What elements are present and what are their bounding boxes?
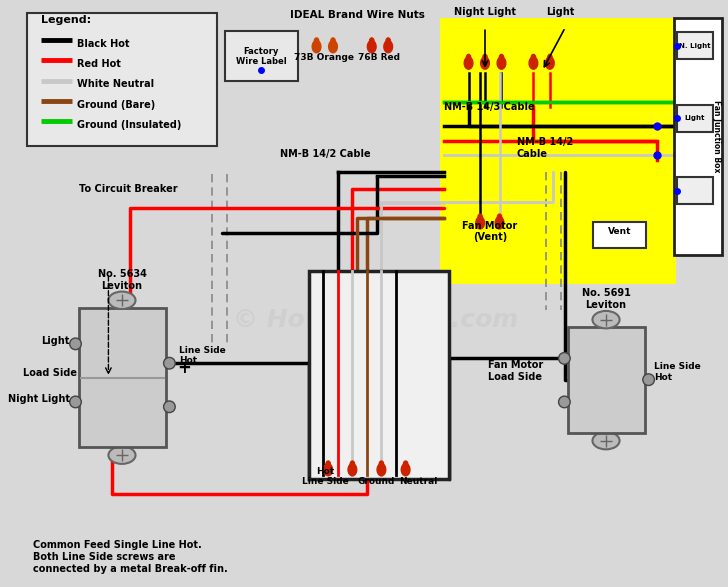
Text: White Neutral: White Neutral: [77, 79, 154, 89]
Text: Fan Motor
Load Side: Fan Motor Load Side: [488, 360, 543, 382]
Ellipse shape: [547, 55, 552, 60]
Text: © HowToHowTo.com: © HowToHowTo.com: [233, 308, 518, 332]
Text: Hot
Line Side: Hot Line Side: [302, 467, 349, 486]
Ellipse shape: [368, 41, 376, 53]
Text: No. 5691: No. 5691: [582, 288, 630, 298]
Ellipse shape: [483, 55, 487, 60]
Text: Line Side
Hot: Line Side Hot: [179, 346, 226, 365]
Ellipse shape: [348, 464, 357, 476]
Ellipse shape: [593, 311, 620, 328]
Ellipse shape: [401, 464, 410, 476]
Text: Fan Motor
(Vent): Fan Motor (Vent): [462, 221, 518, 242]
Circle shape: [558, 353, 570, 364]
Circle shape: [558, 396, 570, 408]
Ellipse shape: [328, 41, 337, 53]
Text: IDEAL Brand Wire Nuts: IDEAL Brand Wire Nuts: [290, 9, 424, 19]
Ellipse shape: [379, 461, 384, 467]
FancyBboxPatch shape: [593, 222, 646, 248]
Text: Factory
Wire Label: Factory Wire Label: [236, 46, 287, 66]
Text: +: +: [177, 359, 191, 377]
Circle shape: [643, 374, 654, 386]
Ellipse shape: [370, 38, 374, 44]
Ellipse shape: [331, 38, 335, 44]
Text: Night Light: Night Light: [8, 394, 70, 404]
Text: Neutral: Neutral: [399, 477, 438, 486]
Ellipse shape: [480, 57, 489, 69]
Text: Legend:: Legend:: [41, 15, 91, 25]
Text: Load Side: Load Side: [23, 368, 77, 378]
Text: NM-B 14/2 Cable: NM-B 14/2 Cable: [280, 149, 371, 159]
Circle shape: [164, 357, 175, 369]
Ellipse shape: [529, 57, 538, 69]
Ellipse shape: [476, 217, 485, 229]
Ellipse shape: [478, 214, 483, 220]
Ellipse shape: [467, 55, 471, 60]
Text: Ground (Insulated): Ground (Insulated): [77, 120, 182, 130]
Text: No. 5634: No. 5634: [98, 269, 146, 279]
Text: NM-B 14/2
Cable: NM-B 14/2 Cable: [517, 137, 573, 159]
Circle shape: [70, 338, 82, 350]
Ellipse shape: [350, 461, 355, 467]
Text: Light: Light: [41, 336, 70, 346]
Ellipse shape: [531, 55, 536, 60]
Ellipse shape: [108, 447, 135, 464]
Ellipse shape: [464, 57, 473, 69]
Bar: [674, 18, 722, 255]
Ellipse shape: [108, 292, 135, 309]
Ellipse shape: [545, 57, 554, 69]
Ellipse shape: [497, 214, 502, 220]
Text: Ground (Bare): Ground (Bare): [77, 100, 156, 110]
Ellipse shape: [497, 57, 506, 69]
Text: Black Hot: Black Hot: [77, 39, 130, 49]
Text: To Circuit Breaker: To Circuit Breaker: [79, 184, 178, 194]
Bar: [677, 177, 713, 204]
Ellipse shape: [326, 461, 331, 467]
Text: Fan Junction Box: Fan Junction Box: [712, 100, 721, 173]
Ellipse shape: [403, 461, 408, 467]
Text: Light: Light: [546, 6, 574, 16]
FancyBboxPatch shape: [27, 13, 217, 146]
Ellipse shape: [593, 432, 620, 450]
Text: Red Hot: Red Hot: [77, 59, 122, 69]
Ellipse shape: [324, 464, 333, 476]
Ellipse shape: [312, 41, 321, 53]
Text: Leviton: Leviton: [101, 281, 143, 291]
Ellipse shape: [495, 217, 504, 229]
Text: Light: Light: [685, 115, 705, 122]
Bar: [677, 32, 713, 59]
Ellipse shape: [377, 464, 386, 476]
Text: 73B Orange: 73B Orange: [294, 53, 355, 62]
Circle shape: [70, 396, 82, 408]
Text: Vent: Vent: [608, 227, 631, 237]
Bar: [677, 104, 713, 132]
Ellipse shape: [384, 41, 392, 53]
Bar: [440, 18, 676, 284]
Ellipse shape: [386, 38, 390, 44]
Text: N. Light: N. Light: [679, 43, 711, 49]
Circle shape: [164, 401, 175, 413]
Ellipse shape: [314, 38, 319, 44]
FancyBboxPatch shape: [569, 328, 645, 433]
Text: Common Feed Single Line Hot.
Both Line Side screws are
connected by a metal Brea: Common Feed Single Line Hot. Both Line S…: [33, 541, 228, 573]
Text: Line Side
Hot: Line Side Hot: [654, 362, 701, 382]
FancyBboxPatch shape: [79, 308, 165, 447]
Ellipse shape: [499, 55, 504, 60]
Text: Leviton: Leviton: [585, 300, 627, 310]
Text: 76B Red: 76B Red: [358, 53, 400, 62]
Bar: [309, 271, 449, 480]
Text: Ground: Ground: [358, 477, 395, 486]
Text: NM-B 14/3 Cable: NM-B 14/3 Cable: [444, 102, 535, 112]
Text: Night Light: Night Light: [454, 6, 516, 16]
FancyBboxPatch shape: [224, 31, 298, 82]
